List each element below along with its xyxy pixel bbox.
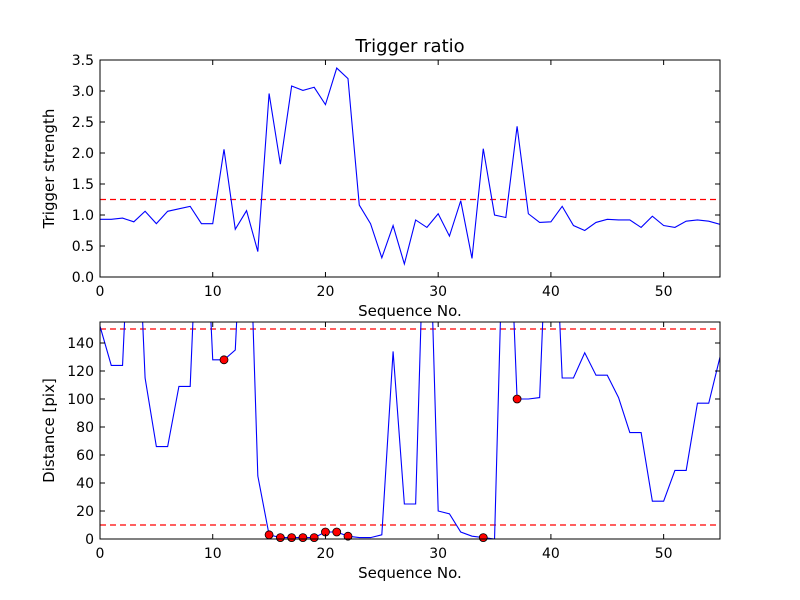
y-axis-label: Distance [pix] <box>40 378 58 483</box>
data-point <box>332 527 342 537</box>
y-tick-label: 20 <box>76 504 94 520</box>
data-point <box>287 533 297 542</box>
x-tick-label: 30 <box>429 546 447 562</box>
x-tick-label: 30 <box>429 284 447 300</box>
x-tick-label: 20 <box>317 546 335 562</box>
data-point <box>512 394 522 404</box>
x-tick-label: 40 <box>542 546 560 562</box>
x-tick-label: 20 <box>317 284 335 300</box>
y-tick-label: 2.5 <box>72 115 94 131</box>
plot-area <box>100 67 720 267</box>
y-tick-label: 1.0 <box>72 208 94 224</box>
y-tick-label: 120 <box>67 364 94 380</box>
data-point <box>298 533 308 542</box>
series-line <box>100 322 720 539</box>
data-point <box>309 533 319 542</box>
y-axis-label: Trigger strength <box>40 109 58 230</box>
y-tick-label: 1.5 <box>72 177 94 193</box>
data-point <box>275 533 285 542</box>
x-tick-label: 0 <box>96 546 105 562</box>
x-axis-label: Sequence No. <box>358 564 462 582</box>
axes-frame <box>99 321 721 540</box>
x-tick-label: 50 <box>655 284 673 300</box>
y-tick-label: 60 <box>76 448 94 464</box>
y-tick-label: 0 <box>85 532 94 548</box>
y-tick-label: 3.0 <box>72 84 94 100</box>
y-tick-label: 80 <box>76 420 94 436</box>
x-tick-label: 0 <box>96 284 105 300</box>
data-point <box>219 355 229 365</box>
bottom-plot: 0 10 20 30 40 50 0 20 40 60 80 100 120 140 Sequence No… <box>40 321 721 582</box>
axes-frame <box>99 59 721 278</box>
y-tick-label: 2.0 <box>72 146 94 162</box>
x-tick-label: 50 <box>655 546 673 562</box>
plot-area <box>100 322 720 539</box>
top-plot: 0 10 20 30 40 50 0.0 0.5 1.0 1.5 2.0 2.5 3.0 3.5 Seque… <box>40 36 721 320</box>
data-point <box>343 531 353 541</box>
x-tick-label: 10 <box>204 284 222 300</box>
data-point <box>478 533 488 542</box>
y-tick-label: 40 <box>76 476 94 492</box>
x-axis-label: Sequence No. <box>358 302 462 320</box>
y-tick-label: 100 <box>67 392 94 408</box>
y-tick-label: 0.0 <box>72 270 94 286</box>
x-tick-label: 10 <box>204 546 222 562</box>
chart-title: Trigger ratio <box>354 36 464 57</box>
series-line <box>100 67 720 267</box>
y-tick-label: 3.5 <box>72 53 94 69</box>
x-tick-label: 40 <box>542 284 560 300</box>
data-point <box>264 530 274 540</box>
y-tick-label: 0.5 <box>72 239 94 255</box>
y-tick-label: 140 <box>67 336 94 352</box>
